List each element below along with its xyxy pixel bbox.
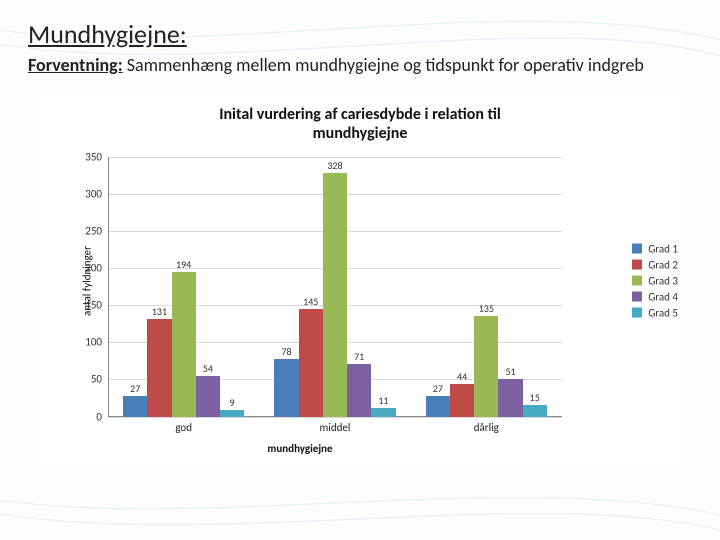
bar-value-label: 27 (130, 382, 140, 395)
bar-value-label: 194 (176, 258, 191, 271)
bar-value-label: 44 (457, 370, 467, 383)
x-tick-label: middel (320, 421, 351, 434)
x-tick-label: dårlig (474, 421, 499, 434)
bar-value-label: 131 (152, 305, 167, 318)
bar: 11 (371, 408, 395, 416)
legend-label: Grad 1 (648, 242, 678, 255)
bar: 71 (347, 364, 371, 417)
slide-subtitle: Forventning: Sammenhæng mellem mundhygie… (28, 54, 692, 77)
bar: 15 (523, 405, 547, 416)
bar-value-label: 54 (203, 362, 213, 375)
slide-body: Mundhygiejne: Forventning: Sammenhæng me… (0, 0, 720, 479)
y-tick-label: 50 (91, 373, 102, 386)
legend-item: Grad 1 (632, 242, 678, 255)
y-tick-label: 150 (85, 299, 102, 312)
bar: 194 (172, 272, 196, 416)
legend-swatch (632, 276, 642, 286)
legend: Grad 1 Grad 2 Grad 3 Grad 4 Grad 5 (632, 239, 678, 322)
legend-swatch (632, 244, 642, 254)
legend-label: Grad 5 (648, 306, 678, 319)
bar-value-label: 51 (505, 365, 515, 378)
bar-value-label: 145 (303, 295, 318, 308)
bar: 51 (498, 379, 522, 417)
bar-value-label: 328 (327, 159, 342, 172)
chart-title: Inital vurdering af cariesdybde i relati… (38, 101, 682, 143)
legend-label: Grad 3 (648, 274, 678, 287)
bar-value-label: 78 (281, 345, 291, 358)
y-tick-label: 200 (85, 261, 102, 274)
bar: 27 (123, 396, 147, 416)
bar-value-label: 15 (530, 391, 540, 404)
bar: 54 (196, 376, 220, 416)
y-tick-label: 250 (85, 224, 102, 237)
bar-group: 27131194549god (108, 157, 259, 417)
bar-value-label: 71 (354, 350, 364, 363)
y-tick-label: 0 (96, 410, 102, 423)
legend-swatch (632, 260, 642, 270)
bar: 78 (274, 359, 298, 417)
legend-item: Grad 2 (632, 258, 678, 271)
x-tick-label: god (175, 421, 192, 434)
legend-swatch (632, 292, 642, 302)
subtitle-bold: Forventning: (28, 54, 123, 76)
bar-value-label: 9 (230, 396, 235, 409)
chart-container: Inital vurdering af cariesdybde i relati… (38, 101, 682, 461)
bar: 131 (147, 319, 171, 416)
y-tick-label: 300 (85, 187, 102, 200)
subtitle-rest: Sammenhæng mellem mundhygiejne og tidspu… (123, 54, 644, 76)
bar-value-label: 11 (378, 394, 388, 407)
bar: 135 (474, 316, 498, 416)
legend-swatch (632, 308, 642, 318)
plot-area: 05010015020025030035027131194549god78145… (108, 157, 562, 417)
legend-label: Grad 2 (648, 258, 678, 271)
chart-title-line1: Inital vurdering af cariesdybde i relati… (219, 105, 501, 124)
bar: 44 (450, 384, 474, 417)
legend-item: Grad 3 (632, 274, 678, 287)
legend-label: Grad 4 (648, 290, 678, 303)
gridline (108, 417, 562, 418)
bar: 27 (426, 396, 450, 416)
bar: 145 (299, 309, 323, 417)
slide-title: Mundhygiejne: (28, 18, 692, 50)
y-tick-label: 350 (85, 150, 102, 163)
bar-value-label: 135 (479, 302, 494, 315)
y-tick-label: 100 (85, 336, 102, 349)
bar-group: 781453287111middel (259, 157, 410, 417)
bar-group: 27441355115dårlig (411, 157, 562, 417)
legend-item: Grad 5 (632, 306, 678, 319)
x-axis-label: mundhygiejne (38, 442, 562, 455)
bar: 328 (323, 173, 347, 417)
bar-value-label: 27 (433, 382, 443, 395)
legend-item: Grad 4 (632, 290, 678, 303)
chart-title-line2: mundhygiejne (313, 124, 408, 143)
bar: 9 (220, 410, 244, 417)
